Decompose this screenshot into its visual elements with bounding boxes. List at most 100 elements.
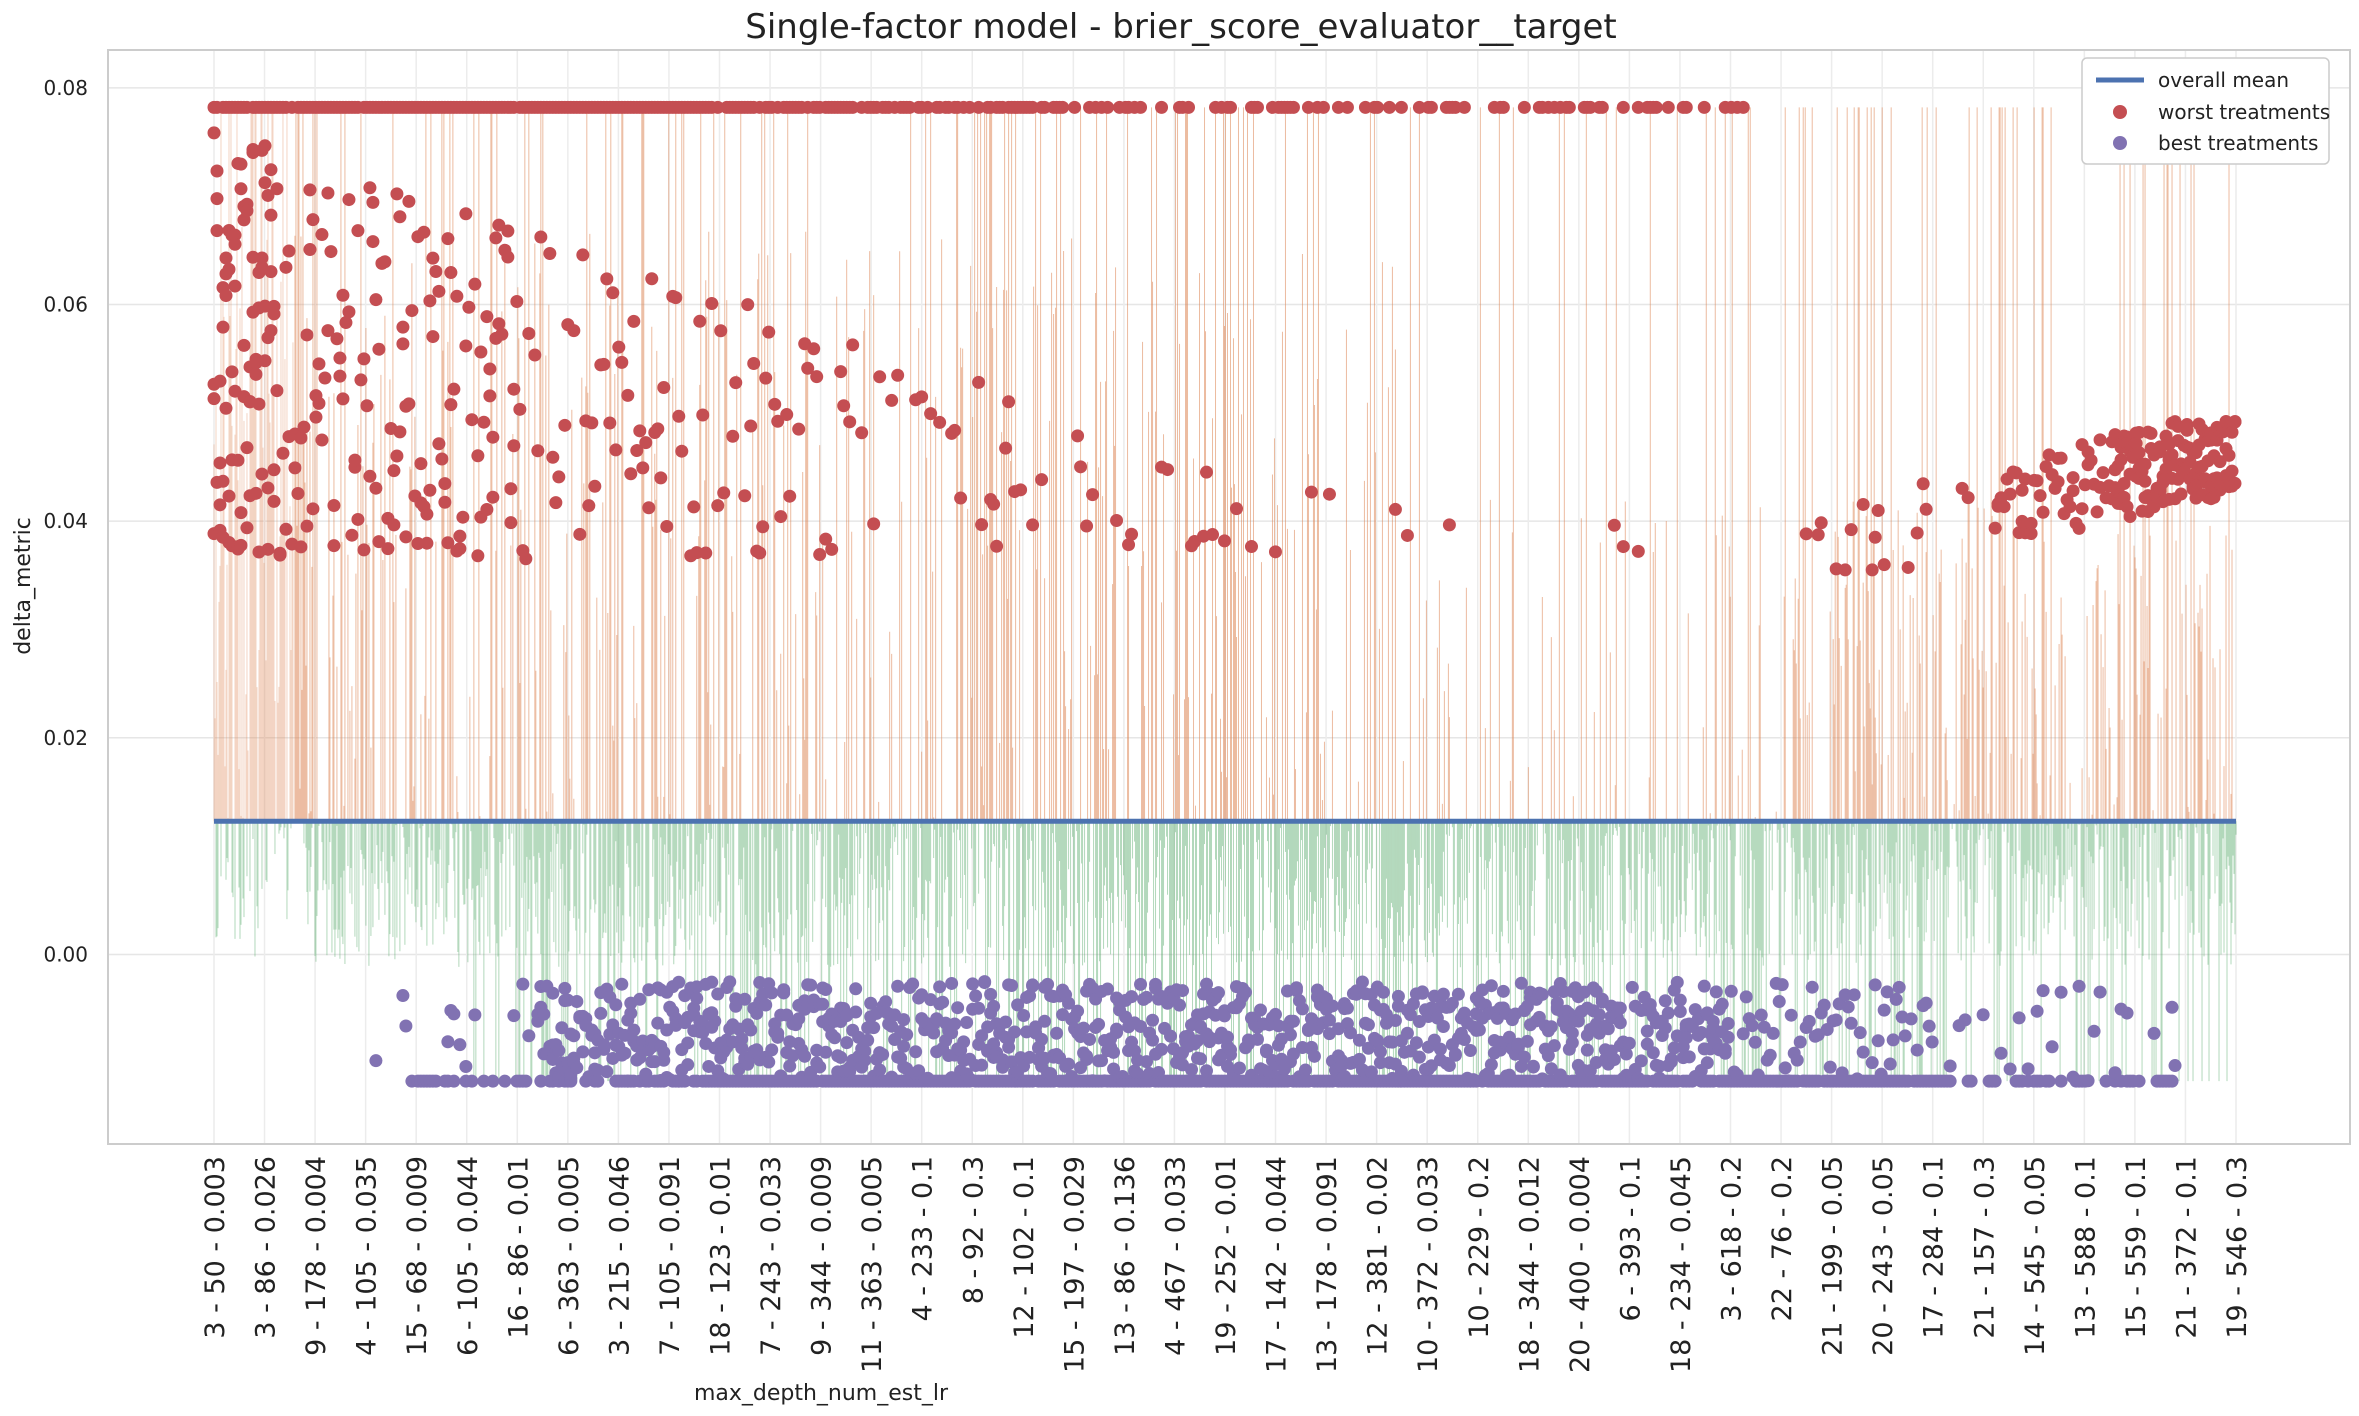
worst-treatment-point — [336, 288, 350, 302]
best-treatment-point — [1847, 988, 1861, 1002]
worst-treatment-point — [2090, 505, 2104, 519]
worst-treatment-point — [261, 188, 275, 202]
worst-treatment-point — [1155, 100, 1169, 114]
worst-treatment-point — [399, 530, 413, 544]
best-treatment-point — [933, 980, 947, 994]
worst-treatment-point — [1871, 504, 1885, 518]
worst-treatment-point — [741, 298, 755, 312]
best-treatment-point — [570, 1061, 584, 1075]
worst-treatment-point — [441, 536, 455, 550]
best-treatment-point — [1643, 997, 1657, 1011]
worst-treatment-point — [2222, 448, 2236, 462]
best-treatment-point — [1721, 1016, 1735, 1030]
worst-treatment-point — [2180, 418, 2194, 432]
worst-treatment-point — [222, 262, 236, 276]
x-tick-label: 10 - 229 - 0.2 — [1464, 1156, 1495, 1339]
x-tick-label: 13 - 178 - 0.091 — [1312, 1156, 1343, 1373]
best-treatment-point — [1376, 985, 1390, 999]
worst-treatment-point — [606, 286, 620, 300]
worst-treatment-point — [426, 330, 440, 344]
x-tick-label: 18 - 234 - 0.045 — [1666, 1156, 1697, 1373]
x-axis-ticks: 3 - 50 - 0.003 3 - 86 - 0.026 9 - 178 - 0.… — [200, 1156, 2253, 1373]
worst-treatment-point — [216, 474, 230, 488]
worst-treatment-point — [381, 542, 395, 556]
worst-treatment-point — [1286, 100, 1300, 114]
best-treatment-point — [867, 1021, 881, 1035]
best-treatment-point — [1958, 1013, 1972, 1027]
best-treatment-point — [615, 977, 629, 991]
worst-treatment-point — [2084, 453, 2098, 467]
worst-treatment-point — [1649, 100, 1663, 114]
worst-treatment-point — [2063, 500, 2077, 514]
worst-treatment-point — [714, 324, 728, 338]
best-treatment-point — [864, 996, 878, 1010]
worst-treatment-point — [1844, 523, 1858, 537]
best-treatment-point — [441, 1035, 455, 1049]
worst-treatment-point — [1811, 528, 1825, 542]
worst-treatment-point — [390, 187, 404, 201]
best-treatment-point — [1194, 1052, 1208, 1066]
best-treatment-point — [1406, 997, 1420, 1011]
best-treatment-point — [1185, 1063, 1199, 1077]
worst-treatment-point — [771, 414, 785, 428]
worst-treatment-point — [1071, 429, 1085, 443]
best-treatment-point — [1092, 1017, 1106, 1031]
worst-treatment-point — [1086, 488, 1100, 502]
worst-treatment-point — [342, 193, 356, 207]
best-treatment-point — [984, 987, 998, 1001]
worst-treatment-point — [438, 477, 452, 491]
worst-treatment-point — [471, 549, 485, 563]
worst-treatment-point — [534, 230, 548, 244]
best-treatment-point — [2012, 1011, 2026, 1025]
y-axis-label: delta_metric — [11, 517, 36, 655]
best-treatment-point — [552, 1044, 566, 1058]
worst-treatment-point — [1661, 100, 1675, 114]
best-treatment-point — [1340, 1001, 1354, 1015]
best-treatment-point — [1400, 1026, 1414, 1040]
worst-treatment-point — [363, 469, 377, 483]
worst-treatment-point — [1316, 100, 1330, 114]
worst-treatment-point — [462, 300, 476, 314]
worst-treatment-point — [2117, 477, 2131, 491]
worst-treatment-point — [459, 339, 473, 353]
worst-treatment-point — [924, 407, 938, 421]
worst-treatment-point — [267, 494, 281, 508]
best-treatment-point — [1682, 1050, 1696, 1064]
best-treatment-point — [1856, 1045, 1870, 1059]
best-treatment-point — [1871, 1034, 1885, 1048]
worst-treatment-point — [237, 338, 251, 352]
worst-treatment-point — [1412, 100, 1426, 114]
worst-treatment-point — [2003, 487, 2017, 501]
best-treatment-point — [1146, 1013, 1160, 1027]
best-treatment-point — [1463, 1044, 1477, 1058]
worst-treatment-point — [1035, 473, 1049, 487]
worst-treatment-point — [2015, 483, 2029, 497]
worst-treatment-point — [312, 396, 326, 410]
worst-treatment-point — [402, 194, 416, 208]
best-treatment-point — [1943, 1059, 1957, 1073]
worst-treatment-point — [810, 370, 824, 384]
worst-treatment-point — [396, 320, 410, 334]
worst-treatment-point — [501, 224, 515, 238]
worst-treatment-point — [357, 543, 371, 557]
worst-treatment-point — [1206, 528, 1220, 542]
best-treatment-point — [2165, 1074, 2179, 1088]
best-treatment-point — [1976, 1008, 1990, 1022]
best-treatment-point — [690, 991, 704, 1005]
worst-treatment-point — [264, 324, 278, 338]
best-treatment-point — [2168, 1059, 2182, 1073]
worst-treatment-point — [726, 429, 740, 443]
chart-title: Single-factor model - brier_score_evalua… — [745, 7, 1616, 47]
worst-treatment-point — [321, 324, 335, 338]
best-treatment-point — [987, 999, 1001, 1013]
best-treatment-point — [1355, 975, 1369, 989]
worst-treatment-point — [711, 100, 725, 114]
best-treatment-point — [1718, 1046, 1732, 1060]
worst-treatment-point — [1002, 395, 1016, 409]
worst-treatment-point — [1838, 563, 1852, 577]
worst-treatment-point — [402, 397, 416, 411]
best-treatment-point — [840, 1036, 854, 1050]
best-treatment-point — [522, 1029, 536, 1043]
worst-treatment-point — [264, 265, 278, 279]
worst-treatment-point — [1919, 502, 1933, 516]
